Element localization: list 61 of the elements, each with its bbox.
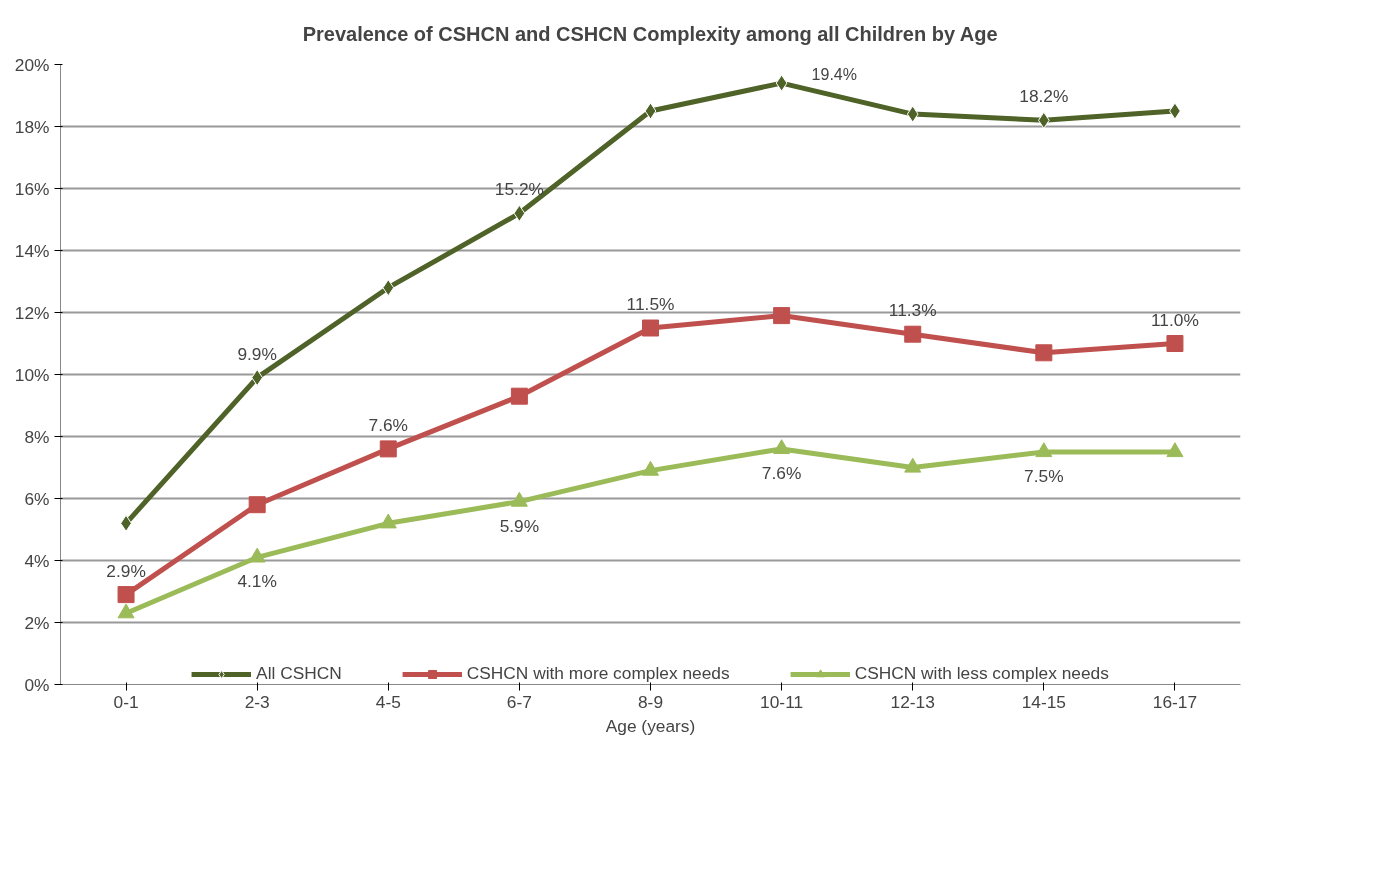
x-tick-label: 16-17 [1152, 691, 1198, 712]
point [379, 440, 397, 458]
data-label: 11.0% [1151, 309, 1199, 330]
legend-label: CSHCN with more complex needs [466, 663, 730, 684]
y-tick-label: 0% [24, 674, 50, 695]
data-label: 7.5% [1024, 466, 1064, 486]
chart-title: Prevalence of CSHCN and CSHCN Complexity among all Children by Age [302, 22, 998, 45]
data-label: 4.1% [237, 571, 277, 592]
x-tick-label: 6-7 [506, 691, 532, 712]
x-tick-label: 0-1 [113, 691, 139, 712]
point [379, 513, 397, 529]
data-label: 11.3% [888, 300, 937, 321]
point [510, 491, 528, 507]
data-label: 7.6% [761, 462, 802, 483]
point [642, 319, 659, 337]
point [248, 547, 266, 563]
y-tick-label: 20% [14, 54, 50, 75]
point [904, 325, 922, 343]
x-tick-label: 10-11 [760, 691, 804, 712]
x-axis-title: Age (years) [605, 715, 696, 736]
point [1035, 442, 1053, 458]
x-tick-label: 14-15 [1021, 691, 1066, 712]
point [644, 102, 657, 120]
y-tick-label: 18% [14, 116, 50, 137]
point [382, 279, 395, 297]
y-tick-label: 14% [14, 240, 50, 261]
y-tick-label: 16% [14, 178, 50, 199]
point [513, 204, 526, 222]
data-label: 15.2% [494, 179, 544, 200]
y-tick-label: 4% [24, 550, 50, 571]
point [906, 105, 919, 123]
data-label: 19.4% [811, 66, 857, 84]
x-tick-label: 2-3 [244, 691, 270, 712]
point [1035, 344, 1053, 362]
legend-label: CSHCN with less complex needs [854, 663, 1109, 684]
y-tick-label: 12% [14, 302, 50, 323]
point [904, 457, 922, 473]
point [773, 439, 791, 455]
point [773, 307, 791, 325]
point [117, 586, 135, 604]
legend-label: All CSHCN [256, 663, 342, 684]
data-label: 18.2% [1019, 86, 1069, 107]
y-tick-label: 2% [24, 612, 50, 633]
data-label: 5.9% [499, 515, 540, 536]
point [775, 74, 788, 92]
point [642, 460, 659, 476]
x-tick-label: 4-5 [375, 691, 401, 712]
y-tick-label: 6% [24, 488, 50, 509]
x-tick-label: 12-13 [890, 691, 935, 712]
point [1166, 442, 1184, 458]
point [1166, 335, 1184, 352]
data-label: 7.6% [368, 414, 409, 435]
data-label: 2.9% [106, 560, 146, 581]
point [117, 603, 135, 619]
data-label: 11.5% [626, 294, 675, 314]
x-tick-label: 8-9 [637, 691, 664, 712]
y-tick-label: 10% [14, 364, 50, 385]
point [510, 387, 528, 405]
data-label: 9.9% [237, 343, 277, 364]
point [248, 496, 266, 514]
y-tick-label: 8% [24, 426, 50, 447]
